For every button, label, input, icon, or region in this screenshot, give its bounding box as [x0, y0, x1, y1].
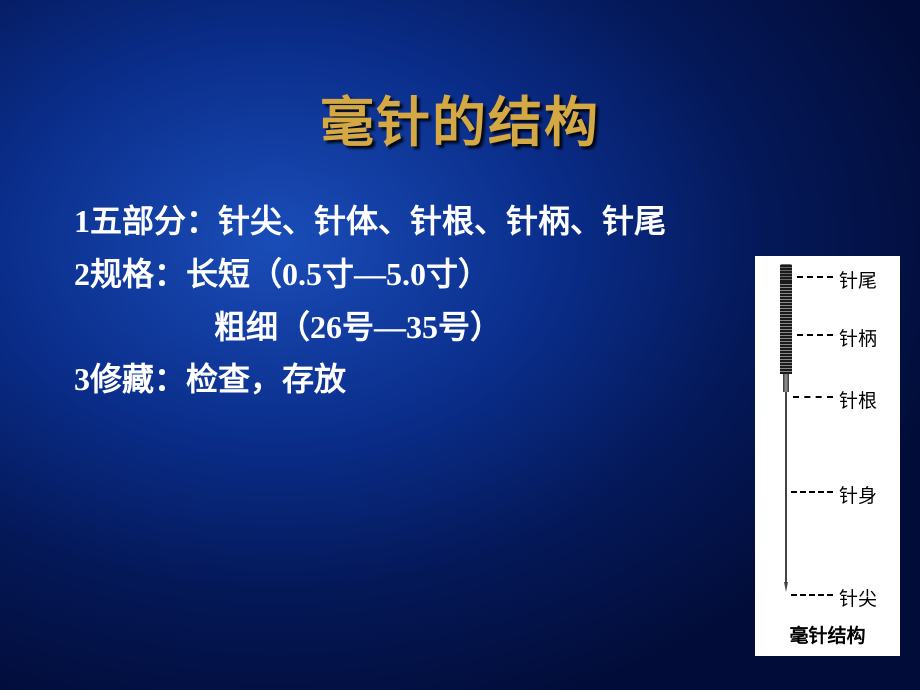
line-2a: 2规格：长短（0.5寸—5.0寸） — [74, 248, 666, 301]
needle-tip-shape — [784, 582, 788, 592]
line-1: 1五部分：针尖、针体、针根、针柄、针尾 — [74, 195, 666, 248]
label-tip: 针尖 — [839, 584, 877, 611]
slide-title: 毫针的结构 — [0, 0, 920, 157]
label-line-root — [793, 396, 833, 398]
label-line-handle — [797, 334, 833, 336]
content-block: 1五部分：针尖、针体、针根、针柄、针尾 2规格：长短（0.5寸—5.0寸） 粗细… — [74, 195, 666, 406]
label-line-body — [791, 491, 833, 493]
needle-root-shape — [783, 374, 789, 392]
line-3: 3修藏：检查，存放 — [74, 353, 666, 406]
line-2b: 粗细（26号—35号） — [74, 301, 666, 354]
label-line-tail — [797, 276, 833, 278]
label-body: 针身 — [839, 481, 877, 508]
needle-handle-shape — [780, 282, 792, 374]
label-line-tip — [791, 594, 833, 596]
diagram-caption: 毫针结构 — [755, 621, 900, 648]
label-handle: 针柄 — [839, 324, 877, 351]
needle-diagram: 针尾 针柄 针根 针身 针尖 毫针结构 — [755, 256, 900, 656]
label-tail: 针尾 — [839, 266, 877, 293]
label-root: 针根 — [839, 386, 877, 413]
needle-tail-shape — [780, 264, 792, 282]
needle-body-shape — [785, 392, 787, 582]
